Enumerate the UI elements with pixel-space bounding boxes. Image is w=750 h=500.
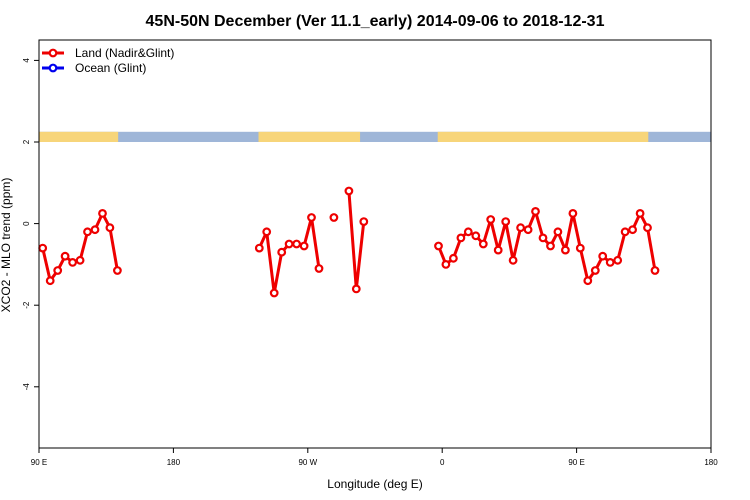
data-point — [262, 227, 272, 237]
y-tick-label: 4 — [22, 58, 31, 63]
y-axis-label: XCO2 - MLO trend (ppm) — [0, 178, 13, 313]
data-point — [486, 215, 496, 224]
data-point — [449, 253, 458, 263]
data-point — [90, 225, 100, 235]
data-point — [583, 276, 593, 286]
land-band-segment — [39, 131, 119, 142]
data-point — [620, 227, 630, 237]
data-point — [68, 258, 77, 267]
data-point — [613, 255, 623, 265]
data-point — [441, 260, 451, 269]
data-point — [538, 233, 548, 243]
legend-marker — [48, 48, 58, 58]
data-point — [299, 241, 309, 251]
y-tick-label: 2 — [22, 139, 31, 144]
data-lines — [41, 190, 657, 295]
data-point — [292, 239, 302, 249]
data-point — [38, 243, 48, 253]
data-point — [60, 251, 70, 261]
data-point — [516, 223, 525, 233]
data-point — [83, 227, 92, 237]
data-point — [568, 208, 578, 218]
ocean-band — [39, 131, 711, 142]
data-point — [329, 213, 339, 222]
y-axis-ticks: 4 2 0 -2 -4 — [22, 58, 39, 391]
data-point — [53, 266, 63, 275]
legend-marker — [48, 63, 58, 73]
data-point — [628, 225, 637, 235]
land-band-segment — [258, 131, 361, 142]
legend-entry: Ocean (Glint) — [75, 61, 146, 75]
data-point — [598, 251, 608, 261]
data-point — [643, 223, 652, 233]
x-tick-label: 90 W — [298, 458, 317, 467]
data-point — [314, 264, 324, 273]
data-point — [508, 255, 518, 265]
data-point — [478, 239, 488, 249]
x-tick-label: 180 — [167, 458, 181, 467]
data-point — [463, 227, 473, 237]
data-point — [277, 247, 287, 257]
data-point — [531, 206, 540, 216]
data-points — [38, 186, 660, 298]
data-point — [75, 255, 85, 265]
data-point — [456, 233, 466, 243]
land-ocean-band — [39, 131, 711, 142]
data-point — [344, 186, 354, 196]
data-point — [635, 208, 645, 218]
data-point — [269, 288, 279, 298]
data-point — [471, 231, 481, 241]
data-point — [575, 243, 585, 253]
data-point — [307, 213, 316, 222]
data-point — [590, 266, 600, 275]
x-tick-label: 0 — [440, 458, 445, 467]
plot-frame — [38, 39, 712, 449]
data-point — [493, 245, 503, 255]
y-tick-label: -2 — [22, 301, 31, 309]
data-point — [45, 276, 55, 286]
x-axis-label: Longitude (deg E) — [327, 477, 422, 491]
series-line — [347, 190, 366, 291]
data-point — [501, 217, 511, 227]
x-tick-label: 90 E — [31, 458, 47, 467]
land-band-segment — [437, 131, 649, 142]
data-point — [98, 208, 107, 218]
data-point — [359, 217, 369, 227]
x-axis-ticks: 90 E 180 90 W 0 90 E 180 — [31, 448, 718, 467]
data-point — [351, 284, 361, 294]
data-point — [112, 266, 122, 275]
data-point — [284, 239, 294, 249]
legend: Land (Nadir&Glint)Ocean (Glint) — [42, 46, 174, 75]
data-point — [105, 223, 115, 233]
x-tick-label: 90 E — [568, 458, 584, 467]
data-point — [254, 243, 264, 253]
data-point — [650, 266, 660, 275]
data-point — [605, 258, 615, 267]
data-point — [553, 227, 563, 237]
chart-title: 45N-50N December (Ver 11.1_early) 2014-0… — [146, 13, 605, 30]
data-point — [561, 245, 570, 255]
data-point — [523, 225, 533, 235]
data-point — [546, 241, 555, 251]
legend-entry: Land (Nadir&Glint) — [75, 46, 174, 60]
y-tick-label: 0 — [22, 221, 31, 226]
x-tick-label: 180 — [704, 458, 718, 467]
data-point — [434, 241, 443, 251]
y-tick-label: -4 — [22, 383, 31, 391]
